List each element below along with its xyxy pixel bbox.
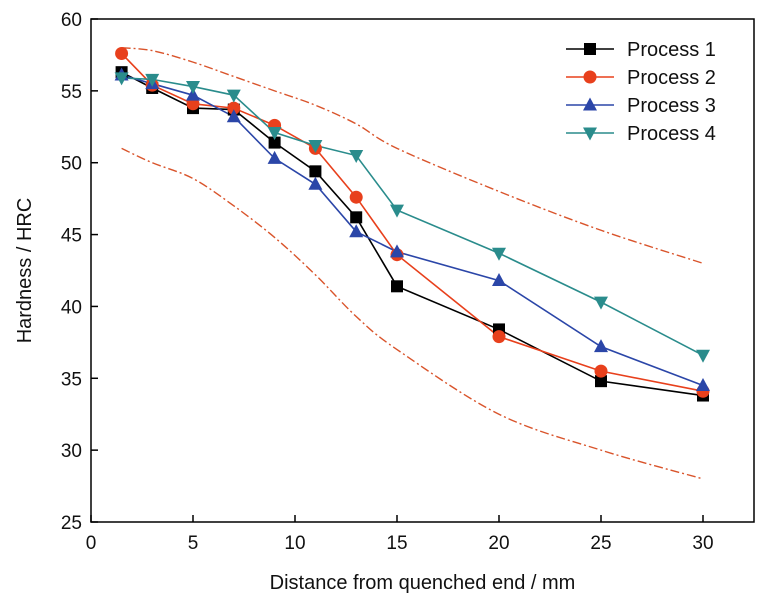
series-3-point [594,339,608,353]
plot-frame [90,18,755,523]
series-1-point [595,375,607,388]
series-4-point [349,150,364,164]
y-tick-label: 50 [61,154,82,175]
x-tick-label: 25 [590,533,611,554]
series-3-point [390,244,404,258]
y-tick-label: 45 [61,226,82,247]
series-1-point [391,280,403,293]
tolerance-bands [121,47,704,480]
series-4-point [390,204,404,218]
series-2-point [349,190,363,204]
series-3-point [492,273,506,287]
legend-label: Process 2 [627,67,716,89]
series-3-point [308,176,323,190]
legend-marker [583,127,597,141]
legend-label: Process 4 [627,123,716,145]
y-tick-label: 40 [61,297,82,318]
x-tick-label: 10 [284,533,305,554]
series-3-point [349,224,364,238]
x-tick-label: 5 [188,533,199,554]
lower-band-line [121,147,704,480]
series-2-point [594,364,608,378]
y-tick-label: 35 [61,369,82,390]
y-tick-label: 30 [61,441,82,462]
series-1-point [309,165,322,178]
y-tick-label: 25 [61,513,82,534]
x-tick-label: 15 [386,533,407,554]
series-4-point [696,349,710,363]
series-markers [114,46,710,402]
series-4-point [145,73,160,87]
y-axis-ticks: 25 30 35 40 45 50 55 60 [61,10,98,534]
x-tick-label: 30 [692,533,713,554]
series-4-line [121,77,704,357]
y-tick-label: 55 [61,82,82,103]
series-3-line [121,74,704,387]
y-axis-title: Hardness / HRC [14,198,36,344]
legend-label: Process 1 [627,39,716,61]
legend-marker [583,70,597,84]
series-2-point [492,330,506,344]
upper-band-line [121,47,704,264]
series-3-point [267,150,282,164]
series-3-point [696,377,710,391]
legend: Process 1 Process 2 Process 3 Process 4 [566,39,716,145]
series-4-point [492,247,506,261]
series-4-point [308,139,323,153]
series-1-line [121,71,704,397]
series-lines [121,52,704,397]
legend-marker [583,97,597,111]
y-tick-label: 60 [61,10,82,31]
series-1-point [350,211,363,224]
series-1-point [268,136,281,149]
x-axis-title: Distance from quenched end / mm [270,572,576,594]
series-4-point [186,81,200,95]
series-4-point [226,89,241,103]
series-4-point [594,296,608,310]
x-axis-ticks: 0 5 10 15 20 25 30 [86,515,714,554]
series-4-point [267,127,282,141]
series-2-point [227,101,241,115]
series-2-point [115,46,129,60]
x-tick-label: 20 [488,533,509,554]
series-3-point [186,87,200,101]
legend-label: Process 3 [627,95,716,117]
series-3-point [226,109,241,123]
series-4-point [114,72,129,86]
x-tick-label: 0 [86,533,97,554]
legend-marker [584,43,596,55]
